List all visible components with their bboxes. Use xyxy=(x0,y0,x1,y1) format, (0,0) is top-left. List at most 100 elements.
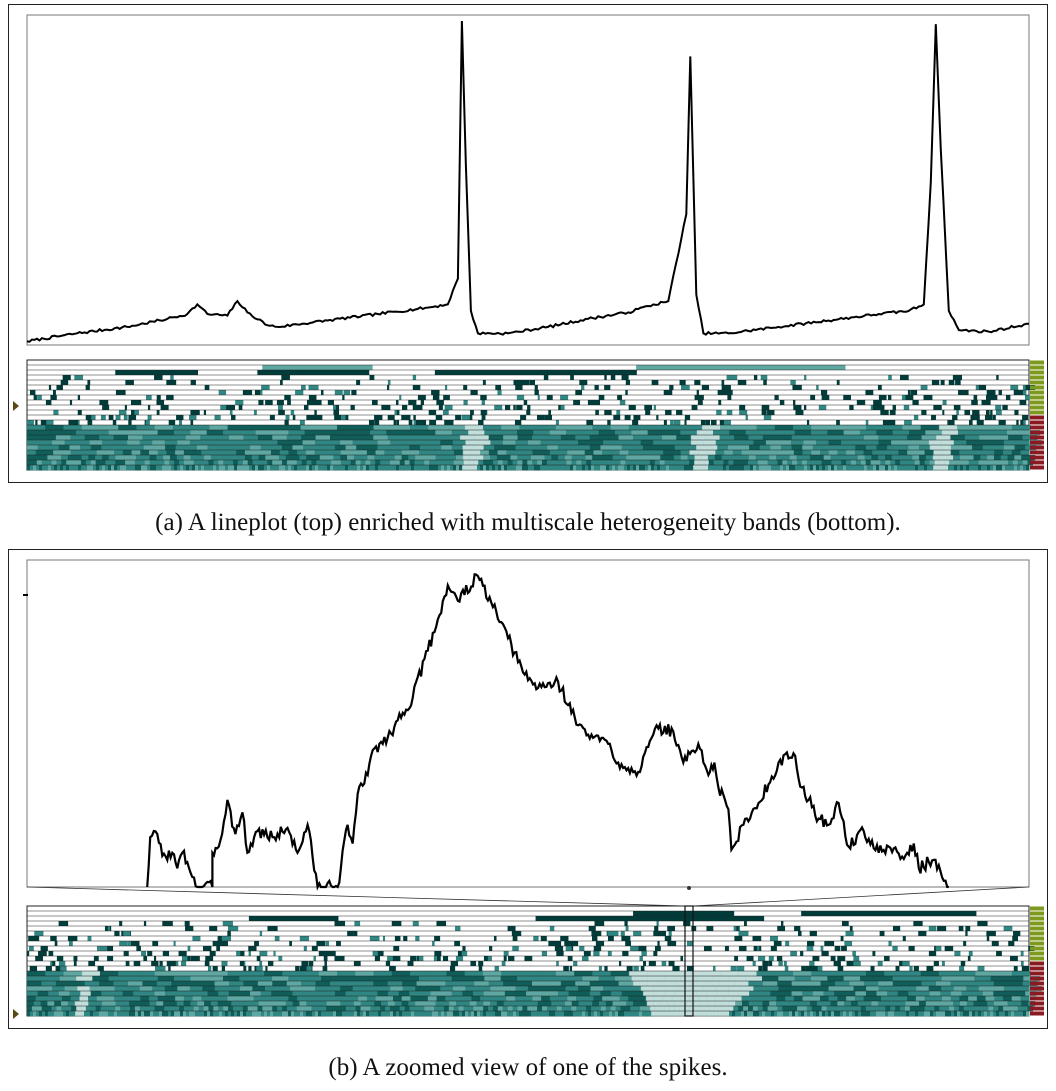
band-b-cell xyxy=(532,996,542,1002)
band-b-cell xyxy=(972,991,984,997)
band-a-cell xyxy=(953,455,961,461)
band-a-cell xyxy=(444,465,448,471)
band-b-cell xyxy=(497,1006,504,1012)
band-b-tick xyxy=(965,931,968,936)
band-b-cell xyxy=(819,1011,823,1017)
band-a-cell xyxy=(227,450,237,456)
band-b-cell xyxy=(831,1011,835,1017)
band-b-cell xyxy=(54,1001,62,1007)
band-a-tick xyxy=(591,400,601,405)
band-b-cell xyxy=(442,1001,450,1007)
band-a-tick xyxy=(986,395,993,400)
band-b-cell xyxy=(227,986,241,992)
band-a-cell xyxy=(653,445,665,451)
band-b-cell xyxy=(630,1006,636,1012)
band-a-scale-cell xyxy=(1030,390,1044,395)
band-b-cell xyxy=(90,1006,97,1012)
band-b-cell xyxy=(777,1006,783,1012)
band-b-tick xyxy=(598,966,602,971)
band-a-cell xyxy=(612,455,620,461)
band-a-cell xyxy=(41,460,48,466)
band-a-tick xyxy=(381,405,387,410)
band-a-tick xyxy=(156,400,165,405)
band-b-cell xyxy=(898,996,908,1002)
band-a-cell xyxy=(946,455,954,461)
band-a-tick xyxy=(308,385,319,390)
band-b-cell xyxy=(582,1011,586,1017)
band-a-cell xyxy=(564,455,573,461)
band-a-cell xyxy=(210,465,214,471)
band-b-tick xyxy=(143,921,147,926)
band-b-cell xyxy=(451,991,463,997)
band-b-cell xyxy=(687,1011,691,1017)
band-b-cell xyxy=(578,1001,586,1007)
band-a-tick xyxy=(384,405,391,410)
band-a-cell xyxy=(908,445,920,451)
band-b-cell xyxy=(996,1011,1000,1017)
band-b-cell xyxy=(61,1006,67,1012)
band-b-tick xyxy=(888,941,892,946)
band-a-cell xyxy=(759,450,769,456)
band-a-cell xyxy=(66,460,72,466)
band-a-tick xyxy=(581,385,585,390)
band-a-cell xyxy=(963,460,970,466)
band-a-tick xyxy=(483,410,487,415)
band-b-cell xyxy=(370,1006,376,1012)
band-b-cell xyxy=(640,1006,646,1012)
band-b-cell xyxy=(398,991,410,997)
band-b-tick xyxy=(99,946,108,951)
band-b-cell xyxy=(954,1011,958,1017)
band-a-cell xyxy=(367,455,375,461)
band-b-cell xyxy=(271,996,281,1002)
band-a-cell xyxy=(680,450,690,456)
band-a-cell xyxy=(502,460,509,466)
band-b-cell xyxy=(159,1006,165,1012)
band-a-cell xyxy=(543,465,547,471)
band-b-cell xyxy=(201,1011,205,1017)
band-b-cell xyxy=(129,1001,137,1007)
band-b-tick xyxy=(151,961,159,966)
band-b-cell xyxy=(738,1006,744,1012)
band-b-cell xyxy=(985,996,995,1002)
band-a-cell xyxy=(108,465,112,471)
band-a-cell xyxy=(431,435,446,441)
band-a-cell xyxy=(636,465,640,471)
band-a-cell xyxy=(522,465,526,471)
band-b-cell xyxy=(41,1006,48,1012)
band-a-cell xyxy=(336,465,340,471)
band-a-cell xyxy=(627,465,631,471)
band-b-cell xyxy=(855,1011,859,1017)
band-b-cell xyxy=(932,1001,940,1007)
band-b-cell xyxy=(380,1006,386,1012)
band-b-tick xyxy=(758,966,763,971)
band-a-cell xyxy=(387,435,403,441)
band-a-cell xyxy=(960,465,964,471)
band-a-cell xyxy=(929,445,941,451)
band-a-tick xyxy=(413,415,416,420)
band-b-cell xyxy=(327,1011,331,1017)
band-b-tick xyxy=(127,941,132,946)
band-a-cell xyxy=(646,455,654,461)
band-b-cell xyxy=(130,1006,136,1012)
band-b-cell xyxy=(567,996,577,1002)
band-a-cell xyxy=(459,435,475,441)
band-b-tick xyxy=(593,951,600,956)
band-a-cell xyxy=(264,465,268,471)
band-b-cell xyxy=(390,1011,394,1017)
band-a-tick xyxy=(102,405,110,410)
band-a-cell xyxy=(540,440,554,446)
band-b-cell xyxy=(633,1011,637,1017)
band-a-tick xyxy=(818,405,827,410)
band-a-cell xyxy=(532,435,547,441)
band-a-tick xyxy=(625,390,628,395)
band-b-tick xyxy=(633,931,642,936)
band-b-cell xyxy=(918,1011,922,1017)
band-b-cell xyxy=(820,996,830,1002)
band-a-cell xyxy=(174,460,180,466)
band-a-cell xyxy=(575,435,591,441)
band-a-cell xyxy=(462,445,474,451)
band-b-cell xyxy=(888,1011,892,1017)
band-b-cell xyxy=(388,991,400,997)
band-a-tick xyxy=(1024,395,1030,400)
band-b-tick xyxy=(870,966,875,971)
